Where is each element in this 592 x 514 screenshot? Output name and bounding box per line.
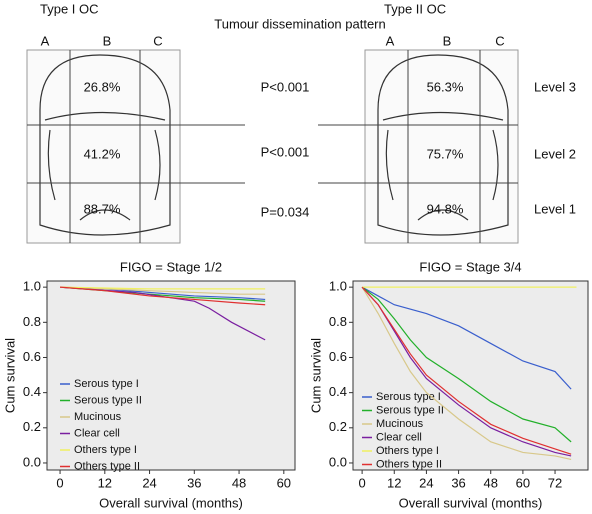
x-tick-label: 0 xyxy=(56,475,63,490)
legend-label: Clear cell xyxy=(74,427,120,439)
y-tick-label: 0.0 xyxy=(23,454,41,469)
x-tick-label: 48 xyxy=(483,475,497,490)
legend-label: Others type I xyxy=(74,444,137,456)
y-axis-label: Cum survival xyxy=(308,338,323,413)
plot-area xyxy=(352,280,589,471)
level-label: Level 1 xyxy=(534,201,576,216)
level-label: Level 2 xyxy=(534,146,576,161)
legend-label: Others type I xyxy=(376,445,439,457)
survival-curve xyxy=(60,286,266,290)
x-tick-label: 60 xyxy=(516,475,530,490)
level-label: Level 3 xyxy=(534,79,576,94)
legend-label: Serous type II xyxy=(74,394,142,406)
y-tick-label: 0.2 xyxy=(329,419,347,434)
survival-curve xyxy=(361,286,572,461)
survival-curve xyxy=(60,286,266,295)
right-abdomen-box xyxy=(364,49,519,244)
survival-curve xyxy=(60,286,266,306)
y-tick-label: 0.8 xyxy=(329,314,347,329)
p-value: P<0.001 xyxy=(261,144,310,159)
percentage: 88.7% xyxy=(84,201,121,216)
y-tick-label: 0.4 xyxy=(329,384,347,399)
column-label: C xyxy=(153,33,162,48)
legend-label: Mucinous xyxy=(376,418,424,430)
x-tick-label: 36 xyxy=(187,475,201,490)
legend-label: Clear cell xyxy=(376,431,422,443)
column-label: A xyxy=(386,33,395,48)
percentage: 94.8% xyxy=(427,201,464,216)
y-tick-label: 0.2 xyxy=(23,419,41,434)
column-label: B xyxy=(443,33,452,48)
y-tick-label: 0.6 xyxy=(23,349,41,364)
x-tick-label: 60 xyxy=(277,475,291,490)
x-tick-label: 36 xyxy=(451,475,465,490)
center-title: Tumour dissemination pattern xyxy=(214,16,386,31)
percentage: 56.3% xyxy=(427,79,464,94)
legend-label: Mucinous xyxy=(74,411,122,423)
y-axis-label: Cum survival xyxy=(2,338,17,413)
survival-curve xyxy=(361,286,572,443)
plot-area xyxy=(46,280,296,471)
left-abdomen-box xyxy=(26,49,181,244)
legend-label: Others type II xyxy=(376,458,442,470)
column-label: B xyxy=(103,33,112,48)
y-tick-label: 1.0 xyxy=(23,279,41,294)
survival-curve xyxy=(60,286,266,341)
p-value: P<0.001 xyxy=(261,79,310,94)
left-title: Type I OC xyxy=(40,1,99,16)
diagrams: Type I OC Tumour dissemination pattern T… xyxy=(26,1,519,244)
y-tick-label: 1.0 xyxy=(329,279,347,294)
survival-curve xyxy=(361,286,572,455)
y-tick-label: 0.6 xyxy=(329,349,347,364)
left-abdomen-sketch xyxy=(39,54,171,236)
x-axis-label: Overall survival (months) xyxy=(99,495,243,510)
column-label: A xyxy=(41,33,50,48)
chart-title: FIGO = Stage 3/4 xyxy=(419,259,521,274)
x-tick-label: 12 xyxy=(98,475,112,490)
p-value: P=0.034 xyxy=(261,204,310,219)
x-tick-label: 12 xyxy=(387,475,401,490)
x-tick-label: 48 xyxy=(232,475,246,490)
y-tick-label: 0.0 xyxy=(329,454,347,469)
x-axis-label: Overall survival (months) xyxy=(399,495,543,510)
y-tick-label: 0.4 xyxy=(23,384,41,399)
percentage: 75.7% xyxy=(427,146,464,161)
percentage: 26.8% xyxy=(84,79,121,94)
x-tick-label: 24 xyxy=(142,475,156,490)
column-label: C xyxy=(495,33,504,48)
right-title: Type II OC xyxy=(384,1,446,16)
legend-label: Serous type II xyxy=(376,404,444,416)
chart-title: FIGO = Stage 1/2 xyxy=(120,259,222,274)
x-tick-label: 0 xyxy=(358,475,365,490)
legend-label: Serous type I xyxy=(74,378,139,390)
percentage: 41.2% xyxy=(84,146,121,161)
y-tick-label: 0.8 xyxy=(23,314,41,329)
grid-lines xyxy=(27,50,518,243)
legend-label: Others type II xyxy=(74,460,140,472)
x-tick-label: 72 xyxy=(548,475,562,490)
survival-curve xyxy=(361,286,572,390)
x-tick-label: 24 xyxy=(419,475,433,490)
legend-label: Serous type I xyxy=(376,391,441,403)
right-abdomen-sketch xyxy=(377,54,509,236)
